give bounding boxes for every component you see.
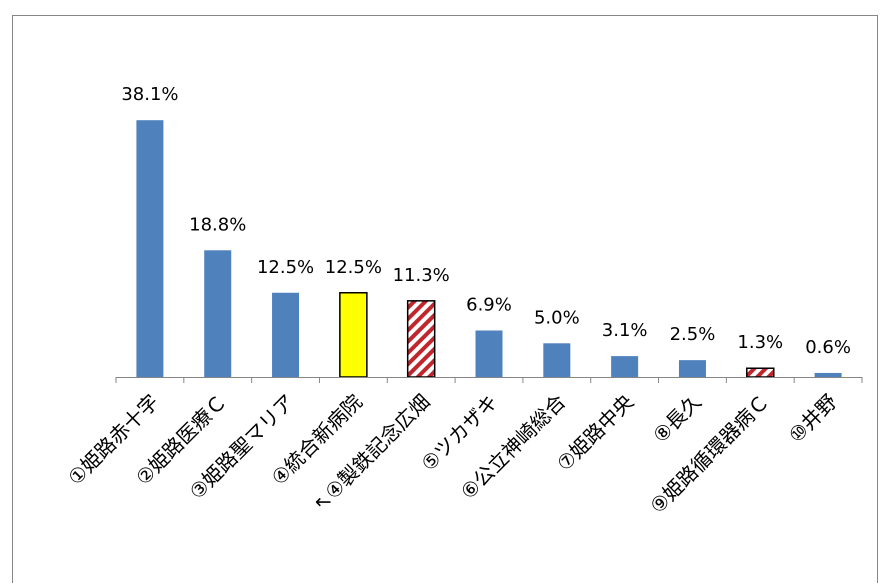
data-label-4: 12.5%: [325, 257, 382, 278]
data-label-7: 5.0%: [534, 307, 580, 328]
bar-3: [272, 292, 300, 377]
bar-5: [406, 300, 436, 378]
data-label-11: 0.6%: [805, 337, 851, 358]
bar-4: [339, 292, 368, 378]
data-label-8: 3.1%: [602, 320, 648, 341]
x-axis: [115, 377, 863, 383]
data-label-5: 11.3%: [393, 265, 450, 286]
bar-1: [136, 120, 164, 378]
bar-6: [475, 330, 503, 377]
bar-10: [746, 367, 775, 378]
bar-9: [678, 360, 706, 377]
data-label-10: 1.3%: [737, 332, 783, 353]
bar-8: [611, 356, 639, 377]
data-label-1: 38.1%: [121, 84, 178, 105]
data-label-3: 12.5%: [257, 257, 314, 278]
bars-layer: [136, 120, 842, 378]
data-label-9: 2.5%: [670, 324, 716, 345]
data-label-2: 18.8%: [189, 214, 246, 235]
bar-11: [814, 372, 842, 377]
bar-2: [204, 250, 232, 377]
data-label-6: 6.9%: [466, 294, 512, 315]
data-labels: 38.1% 18.8% 12.5% 12.5% 11.3% 6.9% 5.0% 3.1% 2.5…: [121, 84, 851, 358]
bar-7: [543, 343, 571, 377]
